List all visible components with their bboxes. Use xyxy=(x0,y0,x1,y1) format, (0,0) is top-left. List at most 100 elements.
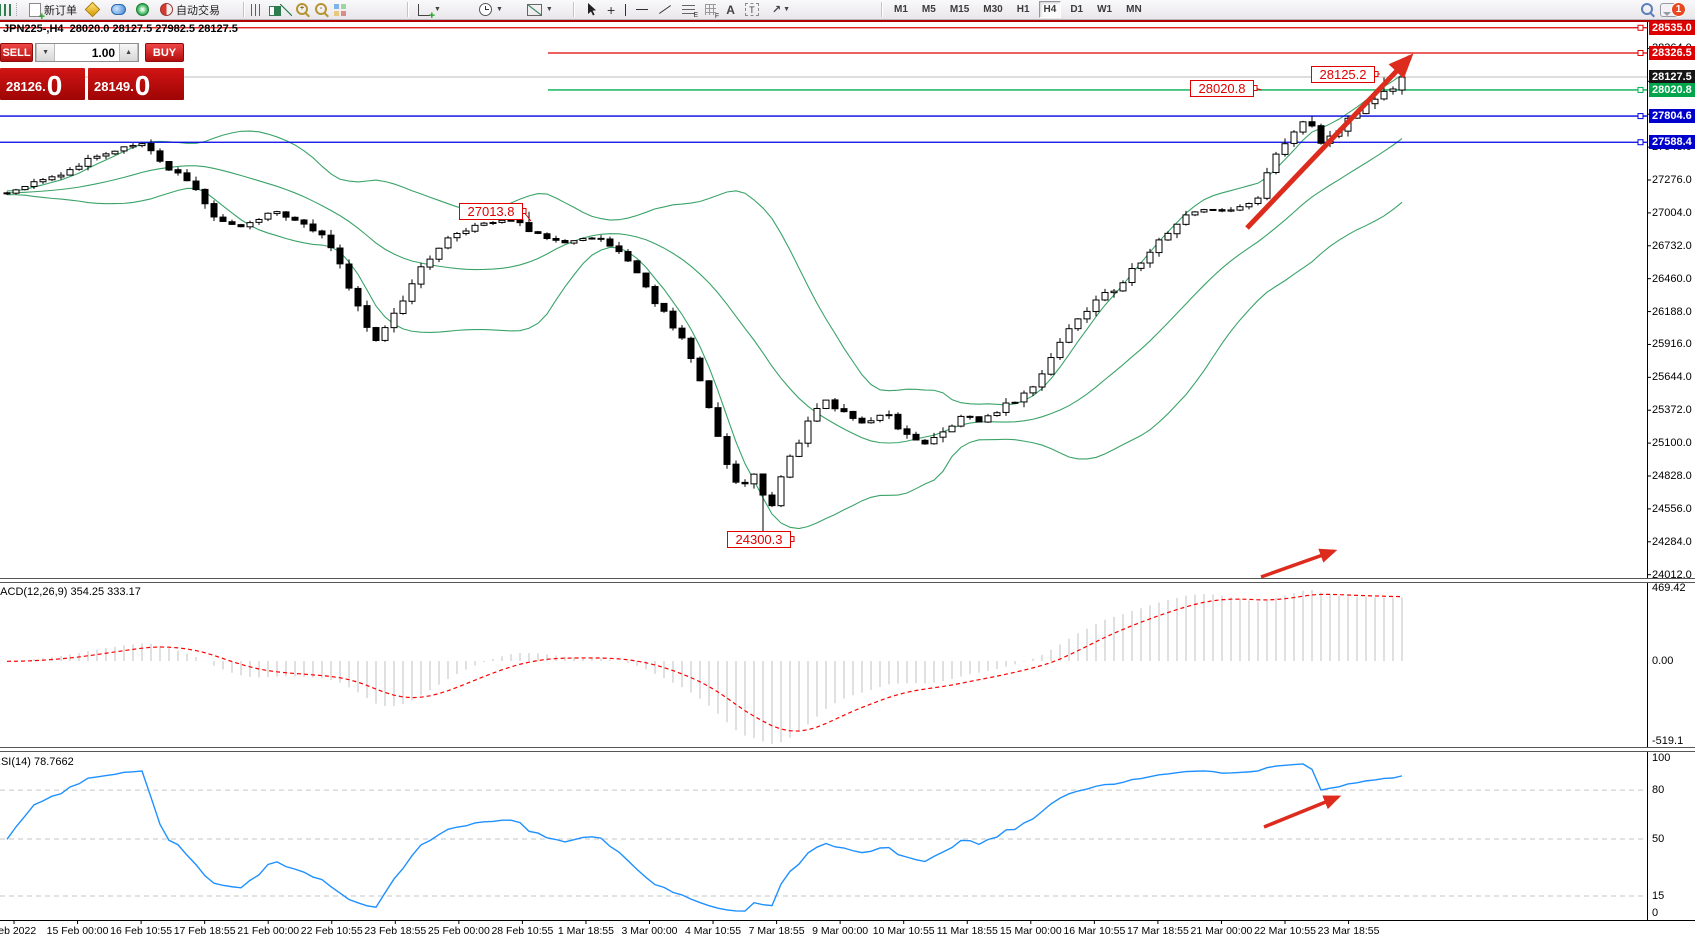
chart-price-annotation[interactable]: 28020.8 xyxy=(1190,80,1254,97)
chart-title: JPN225-,H4 28020.0 28127.5 27982.5 28127… xyxy=(3,23,238,35)
chart-shift-button[interactable]: ▼ xyxy=(524,1,556,18)
price-axis-tick: 25100.0 xyxy=(1652,437,1692,450)
chart-price-annotation[interactable]: 24300.3 xyxy=(727,531,791,548)
new-chart-button[interactable]: + ▼ xyxy=(415,1,444,21)
current-price-badge: 28127.5 xyxy=(1649,70,1695,85)
volume-down-button[interactable]: ▼ xyxy=(36,44,56,61)
rsi-value: 78.7662 xyxy=(33,756,74,768)
crosshair-tool-icon[interactable]: + xyxy=(607,1,616,18)
time-axis-label: 28 Feb 10:55 xyxy=(491,925,554,937)
timeframe-button-mn[interactable]: MN xyxy=(1126,4,1142,15)
buy-button[interactable]: BUY xyxy=(145,43,184,62)
timeframe-button-h1[interactable]: H1 xyxy=(1016,4,1030,15)
new-order-label: 新订单 xyxy=(44,4,77,17)
timeframe-button-m30[interactable]: M30 xyxy=(983,4,1003,15)
text-label-tool-icon[interactable]: T xyxy=(744,3,759,16)
market-watch-icon[interactable] xyxy=(84,1,101,18)
zoom-out-icon[interactable]: - xyxy=(315,2,327,15)
time-axis-label: 25 Feb 00:00 xyxy=(427,925,490,937)
sell-price-big-digit: 0 xyxy=(46,70,63,101)
signals-icon[interactable] xyxy=(136,3,149,16)
buy-price-display[interactable]: 28149. 0 xyxy=(88,68,184,100)
arrows-tool-icon: ↗ xyxy=(771,4,782,16)
toolbar-separator xyxy=(881,2,882,17)
timeframe-button-m5[interactable]: M5 xyxy=(921,4,936,15)
fibonacci-tool-icon[interactable]: E xyxy=(682,5,698,19)
shapes-tool-button[interactable]: ↗ ▼ xyxy=(769,1,793,18)
timeframe-button-h4[interactable]: H4 xyxy=(1038,1,1062,18)
price-axis-tick: 25644.0 xyxy=(1652,371,1692,384)
notification-badge[interactable]: 1 xyxy=(1671,1,1686,17)
chart-shift-icon xyxy=(526,3,542,16)
search-icon[interactable] xyxy=(1641,2,1653,15)
time-axis-label: 15 Mar 00:00 xyxy=(999,925,1062,937)
time-axis-label: 16 Feb 10:55 xyxy=(110,925,173,937)
time-axis-label: 11 Mar 18:55 xyxy=(936,925,998,937)
price-axis-tick: 26188.0 xyxy=(1652,305,1692,318)
rsi-axis-tick: 15 xyxy=(1652,890,1665,902)
horizontal-line-tool-icon[interactable] xyxy=(636,9,649,10)
bar-chart-icon[interactable] xyxy=(251,3,263,16)
cursor-tool-icon[interactable] xyxy=(587,3,597,16)
price-level-badge: 27804.6 xyxy=(1649,109,1695,124)
trendline-tool-icon[interactable] xyxy=(659,5,672,14)
rsi-axis-tick: 0 xyxy=(1652,907,1659,919)
timeframe-button-m1[interactable]: M1 xyxy=(894,4,908,15)
channel-tool-icon[interactable]: F xyxy=(705,4,719,20)
chart-price-annotation[interactable]: 27013.8 xyxy=(459,203,523,220)
time-axis-label: 22 Mar 10:55 xyxy=(1254,925,1316,937)
auto-trading-label: 自动交易 xyxy=(176,4,220,17)
time-axis-line xyxy=(0,920,1695,921)
time-axis-label: 17 Mar 18:55 xyxy=(1126,925,1189,937)
timeframe-button-d1[interactable]: D1 xyxy=(1070,4,1084,15)
price-axis-tick: 25372.0 xyxy=(1652,404,1692,417)
sell-price-display[interactable]: 28126. 0 xyxy=(0,68,85,100)
candlestick-chart-icon[interactable] xyxy=(269,5,275,16)
time-axis-label: 23 Feb 18:55 xyxy=(364,925,427,937)
timeframe-toolbar: M1 M5 M15 M30 H1 H4 D1 W1 MN xyxy=(878,0,1147,19)
price-axis-tick: 26732.0 xyxy=(1652,239,1692,252)
line-chart-icon[interactable] xyxy=(280,3,292,16)
new-order-button[interactable]: + 新订单 xyxy=(26,1,80,22)
chat-icon[interactable]: 1 xyxy=(1660,1,1686,17)
auto-trading-button[interactable]: 自动交易 xyxy=(157,1,223,18)
time-axis-label: 9 Mar 00:00 xyxy=(812,925,869,937)
timeframe-button-w1[interactable]: W1 xyxy=(1097,4,1113,15)
zoom-in-icon[interactable]: + xyxy=(296,2,308,15)
dropdown-caret-icon: ▼ xyxy=(545,6,553,13)
price-level-badge: 27588.4 xyxy=(1649,135,1695,150)
price-axis-tick: 24012.0 xyxy=(1652,568,1692,581)
volume-up-button[interactable]: ▲ xyxy=(119,44,139,61)
sell-price-main: 28126. xyxy=(6,79,46,94)
volume-value[interactable]: 1.00 xyxy=(91,45,116,60)
chart-price-annotation[interactable]: 28125.2 xyxy=(1311,66,1375,83)
macd-axis-zero: 0.00 xyxy=(1652,655,1674,667)
timeframe-button-m15[interactable]: M15 xyxy=(949,4,970,15)
vertical-line-tool-icon[interactable] xyxy=(625,3,627,16)
time-axis-label: 21 Mar 00:00 xyxy=(1190,925,1253,937)
dropdown-caret-icon: ▼ xyxy=(434,6,441,13)
main-toolbar: + 新订单 自动交易 + - + ▼ xyxy=(0,0,1695,22)
toolbar-separator xyxy=(407,2,408,17)
volume-stepper: ▼ 1.00 ▲ xyxy=(35,43,140,62)
price-axis-tick: 27276.0 xyxy=(1652,174,1692,186)
time-axis-label: 1 Mar 18:55 xyxy=(557,925,614,937)
price-level-badge: 28020.8 xyxy=(1649,82,1695,97)
price-axis-tick: 24828.0 xyxy=(1652,470,1692,482)
tile-windows-icon[interactable] xyxy=(334,3,346,16)
sell-button[interactable]: SELL xyxy=(0,43,34,62)
navigator-icon[interactable] xyxy=(111,4,126,15)
buy-price-big-digit: 0 xyxy=(134,70,151,101)
pane-splitter[interactable] xyxy=(0,578,1695,583)
profiles-button[interactable]: ▼ xyxy=(476,1,506,18)
time-axis-label: 15 Feb 00:00 xyxy=(46,925,109,937)
rsi-axis-tick: 80 xyxy=(1652,784,1665,796)
price-axis-line xyxy=(1647,22,1648,921)
text-tool-icon[interactable]: A xyxy=(726,2,735,17)
pane-splitter[interactable] xyxy=(0,747,1695,752)
window-divider xyxy=(0,20,1695,22)
rsi-indicator-label: RSI(14) 78.7662 xyxy=(0,756,74,768)
toolbar-separator xyxy=(243,2,244,17)
